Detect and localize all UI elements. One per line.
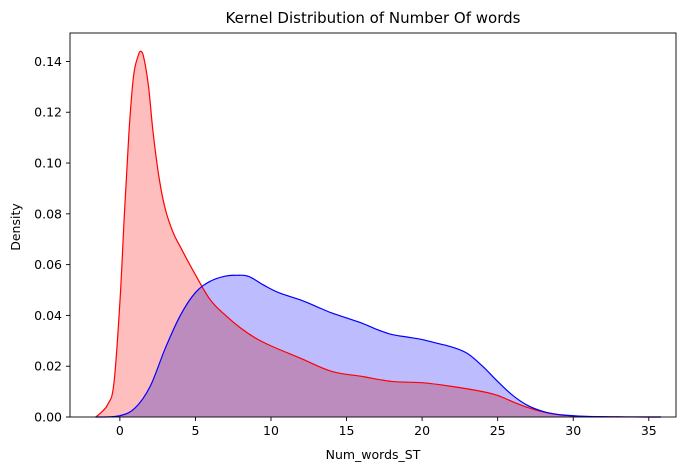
x-tick-label: 15 (339, 423, 355, 438)
x-tick-label: 20 (414, 423, 430, 438)
y-axis-title: Density (8, 203, 23, 251)
series-layer (95, 50, 661, 418)
x-tick-label: 10 (263, 423, 279, 438)
x-tick-label: 30 (565, 423, 581, 438)
y-tick-label: 0.10 (34, 156, 62, 171)
x-tick-label: 25 (490, 423, 506, 438)
x-tick-label: 35 (641, 423, 657, 438)
ticks-layer: 0 5 10 15 20 25 30 35 0.00 0.02 0.04 0.06 0.08 0.10 0.… (34, 54, 657, 438)
series-2-line (95, 274, 661, 418)
chart-title: Kernel Distribution of Number Of words (226, 9, 521, 27)
y-tick-label: 0.06 (34, 257, 62, 272)
series-2-area (95, 275, 661, 417)
y-tick-label: 0.12 (34, 105, 62, 120)
y-tick-label: 0.04 (34, 308, 62, 323)
x-axis-title: Num_words_ST (326, 447, 421, 462)
x-tick-label: 5 (191, 423, 199, 438)
y-tick-label: 0.02 (34, 359, 62, 374)
y-tick-label: 0.08 (34, 206, 62, 221)
y-tick-label: 0.14 (34, 54, 62, 69)
plot-frame (69, 32, 677, 418)
y-tick-label: 0.00 (34, 410, 62, 425)
x-tick-label: 0 (116, 423, 124, 438)
axes-layer (69, 32, 677, 418)
